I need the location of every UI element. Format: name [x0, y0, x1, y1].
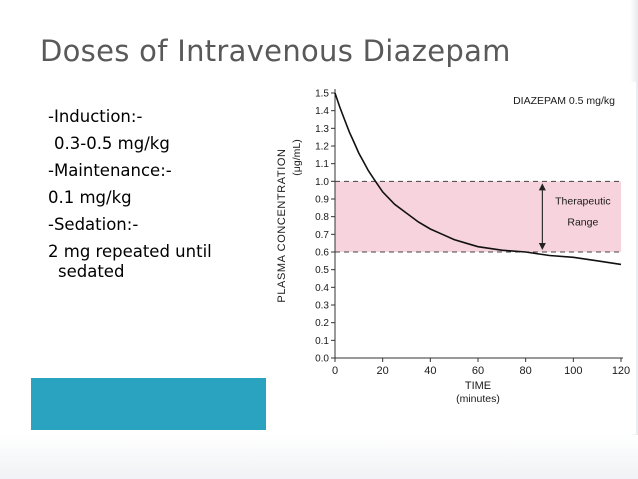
therapeutic-range-label-line2: Range	[567, 217, 598, 229]
y-tick-label: 0.1	[315, 336, 329, 347]
dose-line-induction: -Induction:-	[48, 107, 143, 126]
therapeutic-range-arrow	[538, 183, 546, 250]
dose-line-maintenance-value: 0.1 mg/kg	[48, 188, 132, 207]
slide-title: Doses of Intravenous Diazepam	[40, 34, 511, 68]
series-line-diazepam	[334, 92, 622, 266]
concentration-chart: 0.0 0.1 0.2 0.3 0.4 0.5 0.6 0.7 0.8 0.9 1.0 1.1 1.2 1…	[266, 82, 636, 434]
y-tick-label: 1.2	[315, 142, 329, 153]
y-tick-label: 0.5	[315, 265, 329, 276]
dose-line-maintenance: -Maintenance:-	[48, 161, 172, 180]
x-tick-label: 80	[520, 365, 532, 377]
y-tick-label: 1.3	[315, 124, 329, 135]
y-tick-label: 0.7	[315, 230, 329, 241]
y-tick-label: 0.4	[315, 283, 329, 294]
accent-bar	[31, 378, 266, 430]
y-tick-label: 0.9	[315, 195, 329, 206]
x-tick-label: 40	[424, 365, 436, 377]
dose-line-sedation-value-part1: 2 mg repeated until	[48, 242, 212, 261]
x-tick-label: 120	[612, 365, 630, 377]
arrow-head-down	[538, 243, 546, 250]
y-tick-label: 0.2	[315, 318, 329, 329]
y-tick-label: 0.6	[315, 248, 329, 259]
y-tick-label: 0.8	[315, 212, 329, 223]
slide-frame-bottom	[0, 435, 638, 479]
x-tick-label: 20	[377, 365, 389, 377]
x-axis-ticks: 0 20 40 60 80 100 120	[332, 358, 630, 377]
x-tick-label: 100	[564, 365, 582, 377]
y-tick-label: 0.3	[315, 301, 329, 312]
y-tick-label: 1.4	[315, 106, 329, 117]
y-tick-label: 1.0	[315, 177, 329, 188]
arrow-head-up	[538, 183, 546, 191]
therapeutic-range-label-line1: Therapeutic	[555, 195, 610, 207]
x-axis-units: (minutes)	[456, 393, 500, 405]
dose-line-sedation-value: 2 mg repeated until sedated	[48, 238, 268, 282]
dose-line-sedation-value-part2: sedated	[58, 262, 125, 281]
y-tick-label: 0.0	[315, 354, 329, 365]
y-axis-units: (μg/mL)	[291, 139, 303, 175]
dose-line-sedation: -Sedation:-	[48, 215, 139, 234]
therapeutic-range-band	[335, 181, 621, 252]
y-tick-label: 1.5	[315, 89, 329, 100]
chart-title: DIAZEPAM 0.5 mg/kg	[513, 95, 615, 107]
x-axis-label: TIME	[465, 380, 491, 392]
y-axis-label: PLASMA CONCENTRATION	[276, 148, 288, 302]
x-tick-label: 60	[472, 365, 484, 377]
x-tick-label: 0	[332, 365, 338, 377]
dose-line-induction-value: 0.3-0.5 mg/kg	[54, 134, 170, 153]
dose-list: -Induction:- 0.3-0.5 mg/kg -Maintenance:…	[48, 103, 268, 282]
y-axis-ticks: 0.0 0.1 0.2 0.3 0.4 0.5 0.6 0.7 0.8 0.9 1.0 1.1 1.2 1…	[315, 89, 335, 365]
y-tick-label: 1.1	[315, 159, 329, 170]
